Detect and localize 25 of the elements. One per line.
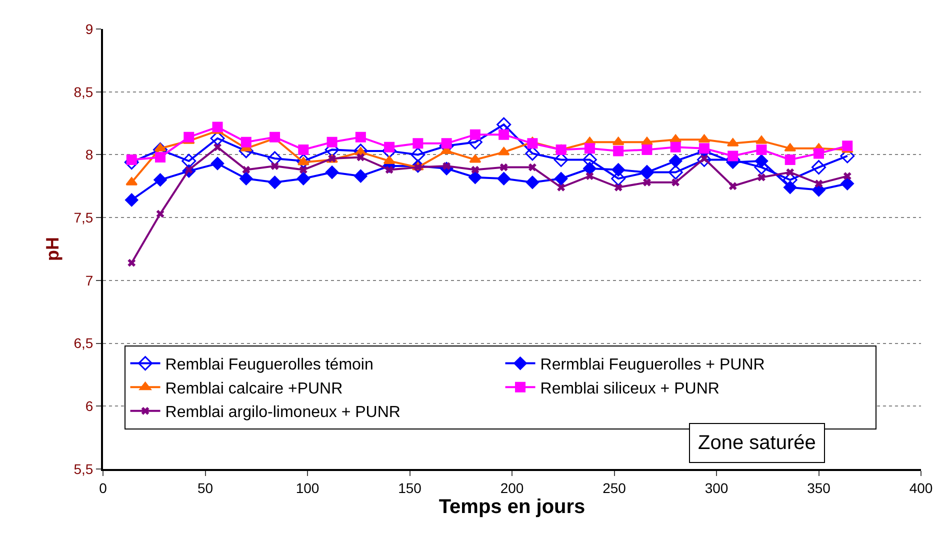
- y-tick-label: 7: [85, 272, 94, 288]
- x-tick-label: 0: [99, 480, 108, 496]
- y-tick-label: 8: [85, 146, 94, 163]
- x-tick-label: 300: [704, 480, 728, 496]
- y-tick-label: 6,5: [74, 335, 94, 352]
- x-tick-label: 50: [197, 480, 214, 496]
- x-axis-title: Temps en jours: [438, 496, 586, 518]
- y-tick-label: 5,5: [74, 460, 94, 477]
- annotation: Zone saturée: [698, 432, 816, 454]
- y-tick-label: 8,5: [74, 84, 94, 100]
- x-tick-label: 100: [296, 480, 320, 496]
- legend-label: Remblai argilo-limoneux + PUNR: [165, 404, 400, 422]
- y-axis-title: pH: [42, 237, 62, 261]
- legend-label: Rermblai Feuguerolles + PUNR: [540, 356, 765, 374]
- legend-label: Remblai calcaire +PUNR: [165, 380, 343, 398]
- x-tick-label: 400: [909, 480, 933, 496]
- y-tick-label: 7,5: [74, 209, 94, 226]
- x-tick-label: 200: [500, 480, 524, 496]
- x-tick-label: 150: [398, 480, 422, 496]
- legend-label: Remblai Feuguerolles témoin: [165, 356, 374, 374]
- x-tick-label: 250: [602, 480, 626, 496]
- y-tick-label: 6: [85, 398, 94, 414]
- x-tick-label: 350: [807, 480, 831, 496]
- legend-label: Remblai siliceux + PUNR: [540, 380, 720, 398]
- y-tick-label: 9: [85, 20, 94, 37]
